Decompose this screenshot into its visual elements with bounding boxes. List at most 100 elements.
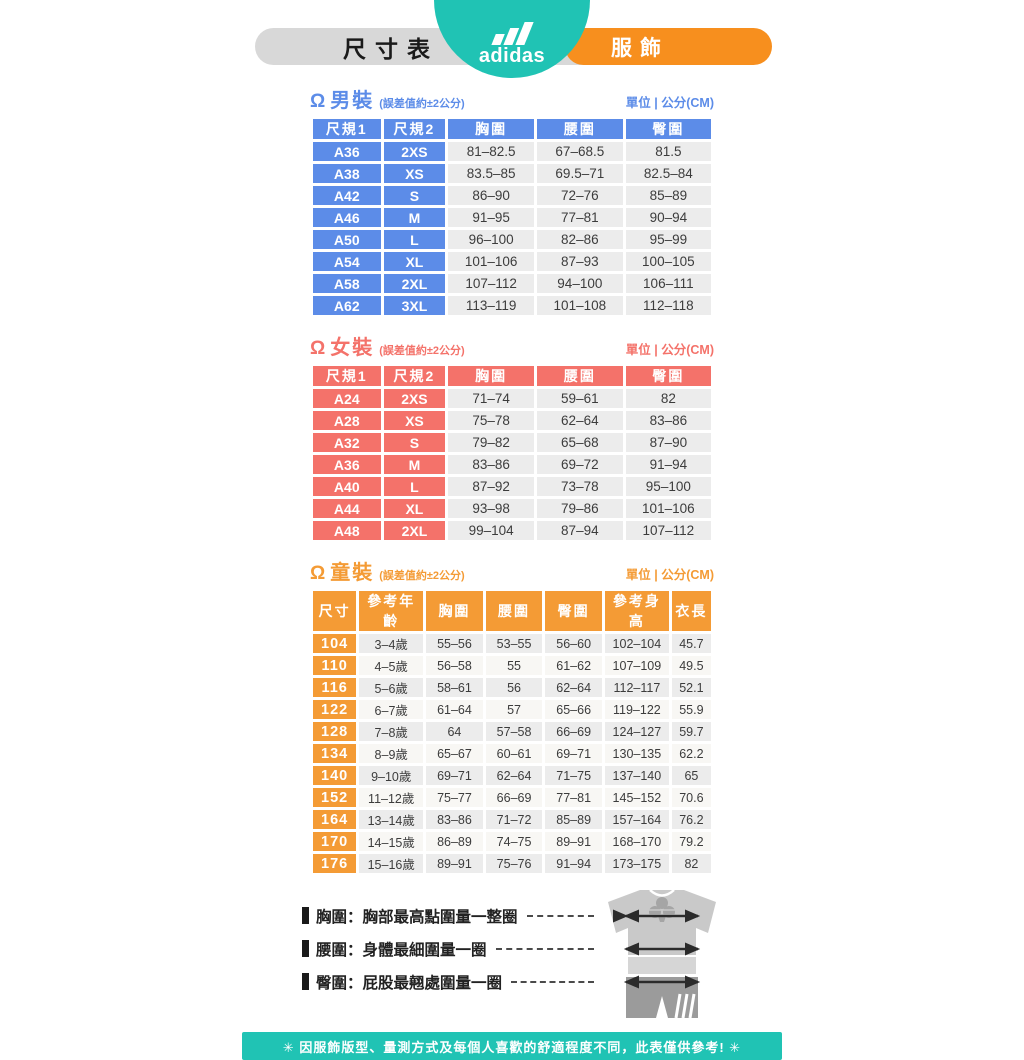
measurement-cell: 45.7 [671, 634, 711, 653]
section-men: Ω 男裝 (誤差值約±2公分) 單位 | 公分(CM) 尺規1 尺規2 胸圍 腰圍 臀圍… [310, 84, 714, 318]
adidas-wordmark: adidas [478, 45, 546, 67]
measurement-cell: 86–90 [448, 186, 534, 205]
size-code-cell: 116 [313, 678, 357, 697]
measure-note-row: 臀圍：屁股最翹處圍量一圈 [302, 965, 594, 998]
table-row: 164 13–14歲 83–86 71–72 85–89 157–164 76.2 [313, 810, 711, 829]
size-code-cell: A62 [313, 296, 381, 315]
unit-label: 單位 | 公分(CM) [625, 343, 714, 357]
size-code-cell: 104 [313, 634, 357, 653]
measurement-cell: 107–112 [448, 274, 534, 293]
size-code-cell: 122 [313, 700, 357, 719]
measurement-cell: 82 [671, 854, 711, 873]
measurement-cell: 107–112 [625, 521, 711, 540]
table-row: A46 M 91–95 77–81 90–94 [313, 208, 711, 227]
measurement-cell: 6–7歲 [359, 700, 424, 719]
column-header-cell: 腰圍 [485, 591, 543, 631]
measurement-cell: 66–69 [485, 788, 543, 807]
measurement-cell: 82–86 [536, 230, 623, 249]
measurement-cell: 99–104 [448, 521, 534, 540]
measurement-cell: 64 [426, 722, 483, 741]
table-row: A32 S 79–82 65–68 87–90 [313, 433, 711, 452]
table-row: A42 S 86–90 72–76 85–89 [313, 186, 711, 205]
header-row: 尺寸 參考年齡 胸圍 腰圍 臀圍 參考身高 衣長 [313, 591, 711, 631]
measurement-cell: 55.9 [671, 700, 711, 719]
section-title: 童裝 [330, 562, 375, 584]
size-code-cell: S [383, 433, 446, 452]
measurement-cell: 130–135 [604, 744, 669, 763]
unit-label: 單位 | 公分(CM) [625, 96, 714, 110]
measurement-cell: 90–94 [625, 208, 711, 227]
measurement-cell: 101–106 [448, 252, 534, 271]
size-code-cell: A48 [313, 521, 381, 540]
measurement-cell: 87–92 [448, 477, 534, 496]
measurement-cell: 83–86 [448, 455, 534, 474]
measurement-cell: 61–64 [426, 700, 483, 719]
table-row: A36 2XS 81–82.5 67–68.5 81.5 [313, 142, 711, 161]
measurement-cell: 95–99 [625, 230, 711, 249]
measurement-cell: 87–94 [536, 521, 623, 540]
table-row: A40 L 87–92 73–78 95–100 [313, 477, 711, 496]
table-row: 128 7–8歲 64 57–58 66–69 124–127 59.7 [313, 722, 711, 741]
measurement-cell: 83.5–85 [448, 164, 534, 183]
apparel-pill: 服飾 [565, 28, 772, 65]
measurement-cell: 59.7 [671, 722, 711, 741]
column-header-cell: 尺寸 [313, 591, 357, 631]
measurement-cell: 145–152 [604, 788, 669, 807]
section-header: Ω 男裝 (誤差值約±2公分) 單位 | 公分(CM) [310, 84, 714, 113]
measurement-cell: 58–61 [426, 678, 483, 697]
note-text: 胸圍：胸部最高點圍量一整圈 [316, 908, 518, 926]
measurement-cell: 79–86 [536, 499, 623, 518]
table-row: 134 8–9歲 65–67 60–61 69–71 130–135 62.2 [313, 744, 711, 763]
column-header-cell: 胸圍 [426, 591, 483, 631]
measurement-cell: 57–58 [485, 722, 543, 741]
size-code-cell: A44 [313, 499, 381, 518]
dashed-connector [526, 914, 594, 917]
measurement-cell: 49.5 [671, 656, 711, 675]
size-code-cell: L [383, 477, 446, 496]
measurement-cell: 83–86 [625, 411, 711, 430]
measurement-cell: 69–71 [545, 744, 602, 763]
table-row: A54 XL 101–106 87–93 100–105 [313, 252, 711, 271]
column-header-cell: 臀圍 [545, 591, 602, 631]
size-code-cell: A42 [313, 186, 381, 205]
section-title: 女裝 [330, 337, 375, 359]
measurement-cell: 89–91 [545, 832, 602, 851]
measure-notes: 胸圍：胸部最高點圍量一整圈 腰圍：身體最細圍量一圈 臀圍：屁股最翹處圍量一圈 [302, 886, 722, 1026]
table-row: 122 6–7歲 61–64 57 65–66 119–122 55.9 [313, 700, 711, 719]
adidas-bars-icon [490, 22, 534, 45]
note-marker-icon [302, 907, 309, 924]
measurement-cell: 62.2 [671, 744, 711, 763]
table-row: A50 L 96–100 82–86 95–99 [313, 230, 711, 249]
person-icon: Ω [310, 338, 326, 359]
size-code-cell: A28 [313, 411, 381, 430]
column-header-cell: 衣長 [671, 591, 711, 631]
tshirt-figure [608, 889, 716, 1019]
size-code-cell: 128 [313, 722, 357, 741]
measurement-cell: 69.5–71 [536, 164, 623, 183]
column-header-cell: 臀圍 [625, 119, 711, 139]
measurement-cell: 5–6歲 [359, 678, 424, 697]
measurement-cell: 77–81 [545, 788, 602, 807]
shorts-shape [626, 977, 698, 1018]
measurement-cell: 81–82.5 [448, 142, 534, 161]
column-header-cell: 尺規1 [313, 366, 381, 386]
women-size-table: 尺規1 尺規2 胸圍 腰圍 臀圍 A24 2XS 71–74 59–61 82 A28 XS 75–78… [310, 363, 714, 543]
measurement-cell: 8–9歲 [359, 744, 424, 763]
measurement-cell: 65–68 [536, 433, 623, 452]
measurement-cell: 75–78 [448, 411, 534, 430]
measurement-cell: 82.5–84 [625, 164, 711, 183]
measurement-cell: 56 [485, 678, 543, 697]
measurement-cell: 107–109 [604, 656, 669, 675]
size-code-cell: 170 [313, 832, 357, 851]
table-row: A58 2XL 107–112 94–100 106–111 [313, 274, 711, 293]
column-header-cell: 胸圍 [448, 366, 534, 386]
section-title: 男裝 [330, 90, 375, 112]
measurement-cell: 91–94 [625, 455, 711, 474]
column-header-cell: 胸圍 [448, 119, 534, 139]
dashed-connector [495, 947, 594, 950]
measurement-cell: 14–15歲 [359, 832, 424, 851]
measurement-cell: 86–89 [426, 832, 483, 851]
size-code-cell: 2XS [383, 142, 446, 161]
measurement-cell: 74–75 [485, 832, 543, 851]
measurement-cell: 89–91 [426, 854, 483, 873]
